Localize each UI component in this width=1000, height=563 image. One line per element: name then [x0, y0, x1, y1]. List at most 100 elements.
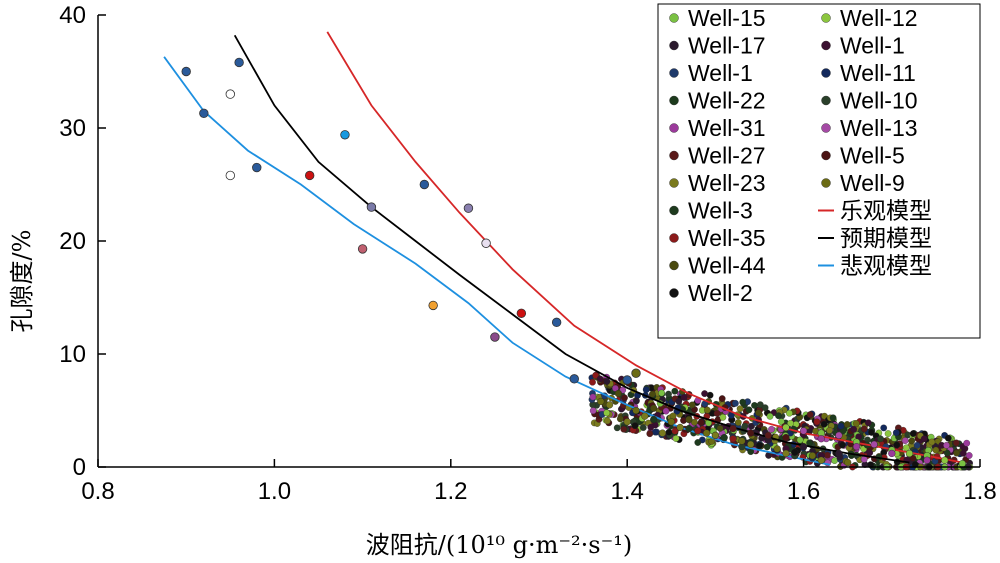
cloud-point	[839, 441, 846, 449]
cloud-point	[603, 378, 611, 385]
highlight-point-2	[199, 108, 209, 119]
legend-label-13: Well-9	[840, 170, 905, 196]
cloud-point	[943, 449, 951, 457]
legend-marker-16	[669, 260, 679, 271]
legend-label-12: Well-23	[688, 170, 766, 196]
series-17-point	[755, 441, 764, 450]
series-12-point	[623, 418, 631, 426]
highlight-point-16	[551, 317, 562, 328]
legend-marker-17	[669, 288, 679, 298]
legend-marker-1	[821, 13, 831, 23]
series-12-point	[747, 440, 755, 449]
series-1-point	[905, 449, 914, 458]
y-tick-label: 30	[59, 115, 86, 142]
series-13-point	[808, 452, 817, 460]
series-17-point	[791, 448, 799, 456]
cloud-point	[697, 419, 705, 426]
cloud-point	[755, 409, 762, 417]
legend-label-10: Well-27	[688, 143, 766, 169]
series-13-point	[597, 397, 605, 406]
legend-box	[657, 3, 981, 339]
cloud-point	[736, 405, 744, 413]
y-tick-label: 0	[73, 454, 86, 481]
legend-label-2: Well-17	[688, 33, 766, 59]
legend-label-0: Well-15	[688, 5, 766, 31]
cloud-point	[620, 425, 628, 433]
cloud-point	[913, 441, 921, 449]
highlight-point-9	[357, 244, 368, 254]
legend-label-14: Well-3	[688, 198, 753, 224]
cloud-point	[589, 393, 597, 401]
series-14-point	[720, 434, 728, 442]
cloud-point	[880, 424, 888, 432]
cloud-point	[909, 430, 917, 437]
cloud-point	[596, 375, 604, 383]
series-11-point	[747, 429, 755, 437]
cloud-point	[604, 417, 611, 425]
cloud-point	[704, 406, 711, 414]
series-8-point	[852, 443, 861, 451]
cloud-point	[837, 422, 845, 430]
cloud-point	[713, 410, 721, 417]
legend-marker-2	[669, 40, 679, 51]
cloud-point	[739, 398, 747, 406]
series-8-point	[888, 449, 896, 458]
cloud-point	[959, 449, 967, 457]
cloud-point	[860, 425, 868, 433]
x-tick-label: 0.8	[81, 478, 114, 505]
legend-label-7: Well-10	[840, 88, 918, 114]
cloud-point	[616, 415, 624, 423]
highlight-point-17	[569, 374, 579, 384]
cloud-point	[952, 439, 960, 447]
legend-marker-12	[669, 178, 679, 188]
cloud-point	[732, 399, 739, 407]
cloud-point	[741, 422, 749, 430]
cloud-point	[649, 390, 656, 398]
x-tick-label: 1.0	[258, 478, 291, 505]
cloud-point	[884, 430, 892, 437]
cloud-point	[647, 423, 655, 431]
cloud-point	[777, 418, 785, 426]
cloud-point	[965, 452, 973, 459]
series-16-point	[614, 389, 622, 398]
legend-marker-8	[669, 123, 679, 133]
cloud-point	[621, 394, 628, 402]
cloud-point	[866, 449, 874, 457]
cloud-point	[928, 438, 936, 446]
series-13-point	[632, 406, 640, 415]
series-8-point	[817, 435, 825, 443]
x-axis-title: 波阻抗/(10¹⁰ g·m⁻²·s⁻¹)	[366, 531, 633, 559]
series-1-point	[782, 423, 790, 432]
cloud-point	[944, 434, 952, 442]
x-tick-label: 1.4	[611, 478, 644, 505]
legend-marker-5	[821, 68, 831, 78]
x-tick-label: 1.2	[434, 478, 467, 505]
cloud-point	[719, 413, 727, 421]
series-13-point	[667, 418, 675, 426]
cloud-point	[826, 427, 833, 434]
cloud-point	[734, 419, 742, 426]
legend-marker-0	[669, 13, 679, 23]
legend-marker-4	[669, 68, 679, 78]
cloud-point	[932, 446, 940, 454]
data-points	[181, 57, 966, 468]
cloud-point	[603, 409, 611, 417]
legend-model-label-2: 悲观模型	[840, 254, 932, 280]
y-tick-label: 40	[59, 2, 86, 29]
highlight-point-14	[516, 308, 527, 319]
cloud-point	[829, 414, 837, 422]
model-curve-2	[163, 56, 831, 466]
cloud-point	[716, 425, 724, 432]
series-10-point	[764, 431, 772, 439]
series-9-point	[835, 431, 843, 439]
cloud-point	[901, 437, 909, 444]
series-16-point	[685, 415, 693, 424]
cloud-point	[694, 439, 702, 446]
model-curve-1	[233, 34, 910, 464]
highlight-point-10	[419, 179, 430, 190]
cloud-point	[806, 411, 814, 418]
cloud-point	[843, 421, 851, 428]
cloud-point	[669, 412, 677, 420]
legend-label-9: Well-13	[840, 115, 918, 141]
cloud-point	[852, 420, 860, 427]
